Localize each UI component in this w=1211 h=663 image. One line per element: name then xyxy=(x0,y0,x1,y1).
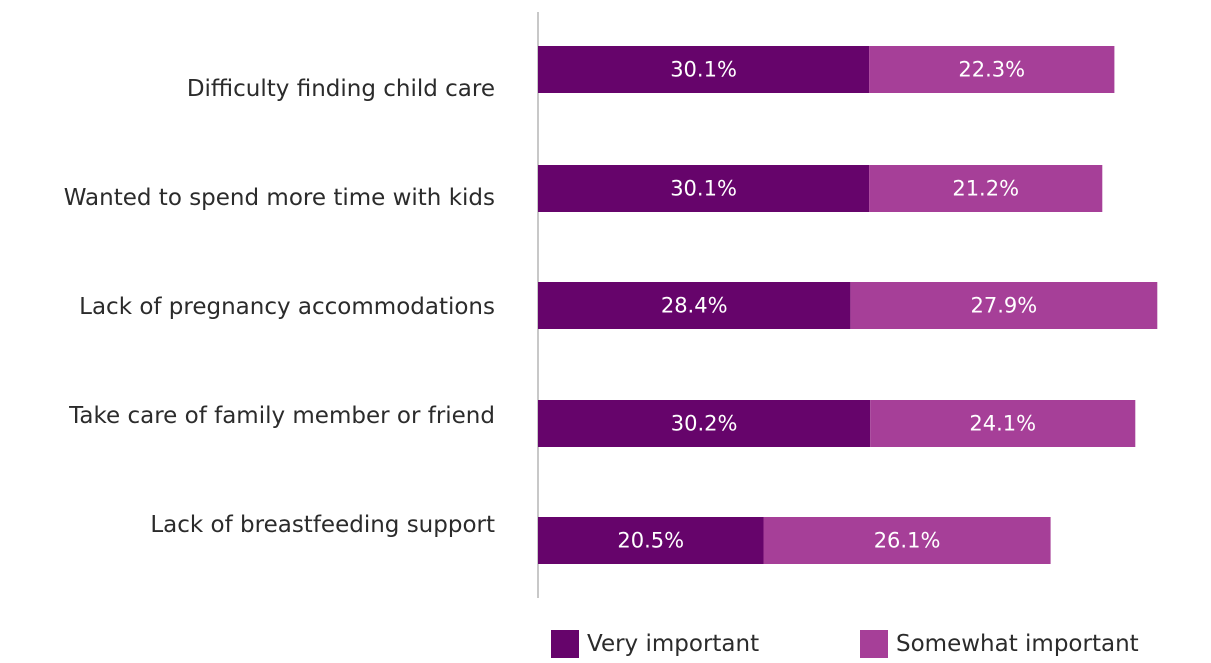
legend-swatch-very-important xyxy=(551,630,579,658)
bar-segment-somewhat-important xyxy=(869,46,1115,93)
category-label: Take care of family member or friend xyxy=(69,403,495,429)
category-label: Lack of breastfeeding support xyxy=(150,512,495,538)
bar-segment-very-important xyxy=(538,400,871,447)
data-label: 26.1% xyxy=(874,529,941,553)
data-label: 21.2% xyxy=(952,177,1019,201)
legend-label: Somewhat important xyxy=(896,631,1139,657)
bar-segment-somewhat-important xyxy=(870,400,1136,447)
bar-segment-very-important xyxy=(538,282,851,329)
bar-segment-somewhat-important xyxy=(763,517,1051,564)
data-label: 27.9% xyxy=(970,294,1037,318)
bar-segment-somewhat-important xyxy=(850,282,1158,329)
bar-segment-somewhat-important xyxy=(869,165,1103,212)
data-label: 30.1% xyxy=(670,177,737,201)
data-label: 20.5% xyxy=(617,529,684,553)
data-label: 28.4% xyxy=(661,294,728,318)
data-label: 30.1% xyxy=(670,58,737,82)
data-label: 24.1% xyxy=(969,412,1036,436)
bar-segment-very-important xyxy=(538,46,870,93)
category-label: Wanted to spend more time with kids xyxy=(63,185,495,211)
bar-segment-very-important xyxy=(538,165,870,212)
category-label: Lack of pregnancy accommodations xyxy=(79,294,495,320)
category-label: Difficulty finding child care xyxy=(186,76,495,102)
legend-label: Very important xyxy=(587,631,760,657)
bar-segment-very-important xyxy=(538,517,764,564)
data-label: 30.2% xyxy=(671,412,738,436)
legend-item-very-important: Very important xyxy=(551,628,759,660)
legend-swatch-somewhat-important xyxy=(860,630,888,658)
data-label: 22.3% xyxy=(958,58,1025,82)
legend-item-somewhat-important: Somewhat important xyxy=(860,628,1139,660)
